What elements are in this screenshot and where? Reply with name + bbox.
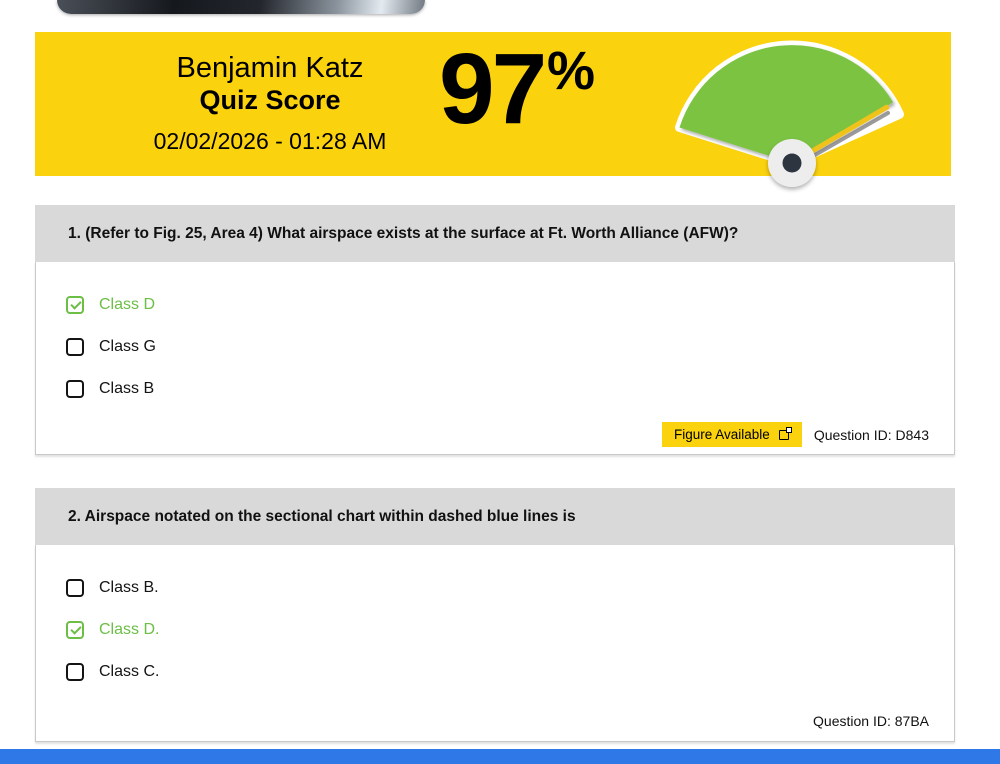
question-card-1: 1. (Refer to Fig. 25, Area 4) What airsp… [35, 205, 955, 455]
checkbox-icon[interactable] [66, 380, 84, 398]
question-footer: Figure Available Question ID: D843 [662, 422, 929, 447]
question-id: Question ID: D843 [813, 426, 929, 443]
question-prompt: 1. (Refer to Fig. 25, Area 4) What airsp… [35, 205, 955, 262]
score-banner: Benjamin Katz Quiz Score 02/02/2026 - 01… [35, 32, 951, 187]
student-name: Benjamin Katz [176, 52, 364, 84]
header-photo-fragment [57, 0, 425, 14]
question-id: Question ID: 87BA [813, 713, 929, 729]
question-prompt: 2. Airspace notated on the sectional cha… [35, 488, 955, 545]
student-block: Benjamin Katz Quiz Score 02/02/2026 - 01… [90, 51, 450, 155]
score-gauge-icon [675, 40, 904, 187]
question-card-2: 2. Airspace notated on the sectional cha… [35, 488, 955, 742]
checkbox-icon[interactable] [66, 663, 84, 681]
answer-option-class-d[interactable]: Class D [66, 295, 924, 315]
score-value: 97 [439, 33, 547, 145]
popup-window-icon [778, 426, 792, 440]
answer-option-class-b[interactable]: Class B. [66, 578, 924, 598]
checkbox-icon[interactable] [66, 621, 84, 639]
question-body: Class D Class G Class B Figure Available… [35, 262, 955, 455]
answer-option-class-c[interactable]: Class C. [66, 662, 924, 682]
answer-option-class-g[interactable]: Class G [66, 337, 924, 357]
quiz-datetime: 02/02/2026 - 01:28 AM [153, 128, 387, 154]
checkbox-icon[interactable] [66, 338, 84, 356]
answer-option-class-d[interactable]: Class D. [66, 620, 924, 640]
question-body: Class B. Class D. Class C. Question ID: … [35, 545, 955, 742]
answer-option-class-b[interactable]: Class B [66, 379, 924, 399]
checkbox-icon[interactable] [66, 296, 84, 314]
quiz-score-title: Quiz Score [199, 85, 341, 115]
percent-sign: % [547, 41, 596, 101]
figure-available-button[interactable]: Figure Available [662, 422, 802, 447]
bottom-bar [0, 749, 1000, 764]
checkbox-icon[interactable] [66, 579, 84, 597]
question-footer: Question ID: 87BA [813, 713, 929, 729]
